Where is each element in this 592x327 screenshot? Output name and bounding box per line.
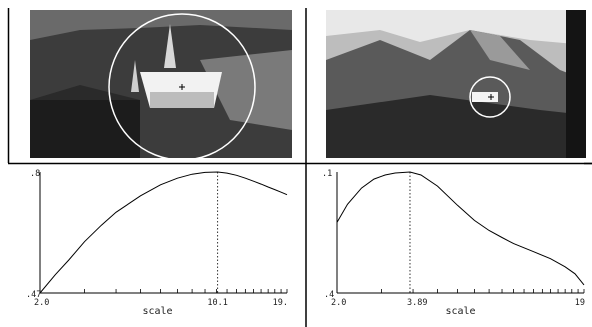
chart-right: 2.0 3.89 19 .1 .4 scale — [322, 169, 585, 317]
left-photo-foreground-houses — [30, 100, 140, 158]
left-photo-side-spire — [131, 60, 139, 92]
chart-right-y-tick-label-top: .1 — [322, 169, 332, 179]
chart-right-axes — [336, 172, 585, 294]
chart-left-axes — [39, 172, 288, 294]
panel-dividers — [7, 8, 592, 327]
right-photo-center-marker — [488, 94, 494, 100]
chart-right-labels: 2.0 3.89 19 .1 .4 scale — [322, 169, 585, 317]
chart-right-x-tick-label-1: 3.89 — [407, 298, 427, 308]
chart-left-y-tick-label-bottom: .47 — [26, 290, 41, 300]
left-photo-church-wall — [150, 92, 214, 108]
chart-left-x-tick-label-2: 19. — [273, 298, 288, 308]
right-photo-clouds — [326, 10, 586, 45]
chart-left-series-line-0 — [39, 171, 288, 294]
right-photo-roi-circle — [469, 76, 511, 118]
chart-right-y-tick-label-bottom: .4 — [324, 290, 334, 300]
right-photo-lower-slope — [326, 95, 586, 158]
chart-right-x-axis-label: scale — [445, 306, 475, 317]
chart-left-x-tick-label-0: 2.0 — [34, 298, 49, 308]
chart-left-y-tick-label-top: .8 — [30, 169, 40, 179]
left-photo-church-steeple — [164, 24, 176, 68]
right-photo-right-strip — [566, 10, 586, 158]
left-photo-meadow — [200, 50, 292, 130]
chart-right-x-tick-label-0: 2.0 — [331, 298, 346, 308]
left-photo — [30, 10, 292, 161]
chart-right-series — [336, 171, 585, 286]
chart-left-x-tick-label-1: 10.1 — [207, 298, 227, 308]
right-photo-building — [472, 92, 498, 102]
chart-left-x-axis-label: scale — [142, 306, 172, 317]
left-photo-roi-circle — [108, 13, 256, 161]
left-photo-roof-dark — [30, 85, 140, 100]
chart-right-x-tick-label-2: 19 — [575, 298, 585, 308]
chart-left-labels: 2.0 10.1 19. .8 .47 scale — [26, 169, 288, 317]
chart-left: 2.0 10.1 19. .8 .47 scale — [26, 169, 288, 317]
left-photo-center-marker — [179, 84, 185, 90]
chart-left-series — [39, 171, 288, 294]
chart-right-series-line-0 — [336, 171, 585, 286]
right-photo-ridge-light — [470, 30, 530, 70]
right-photo — [326, 10, 586, 158]
